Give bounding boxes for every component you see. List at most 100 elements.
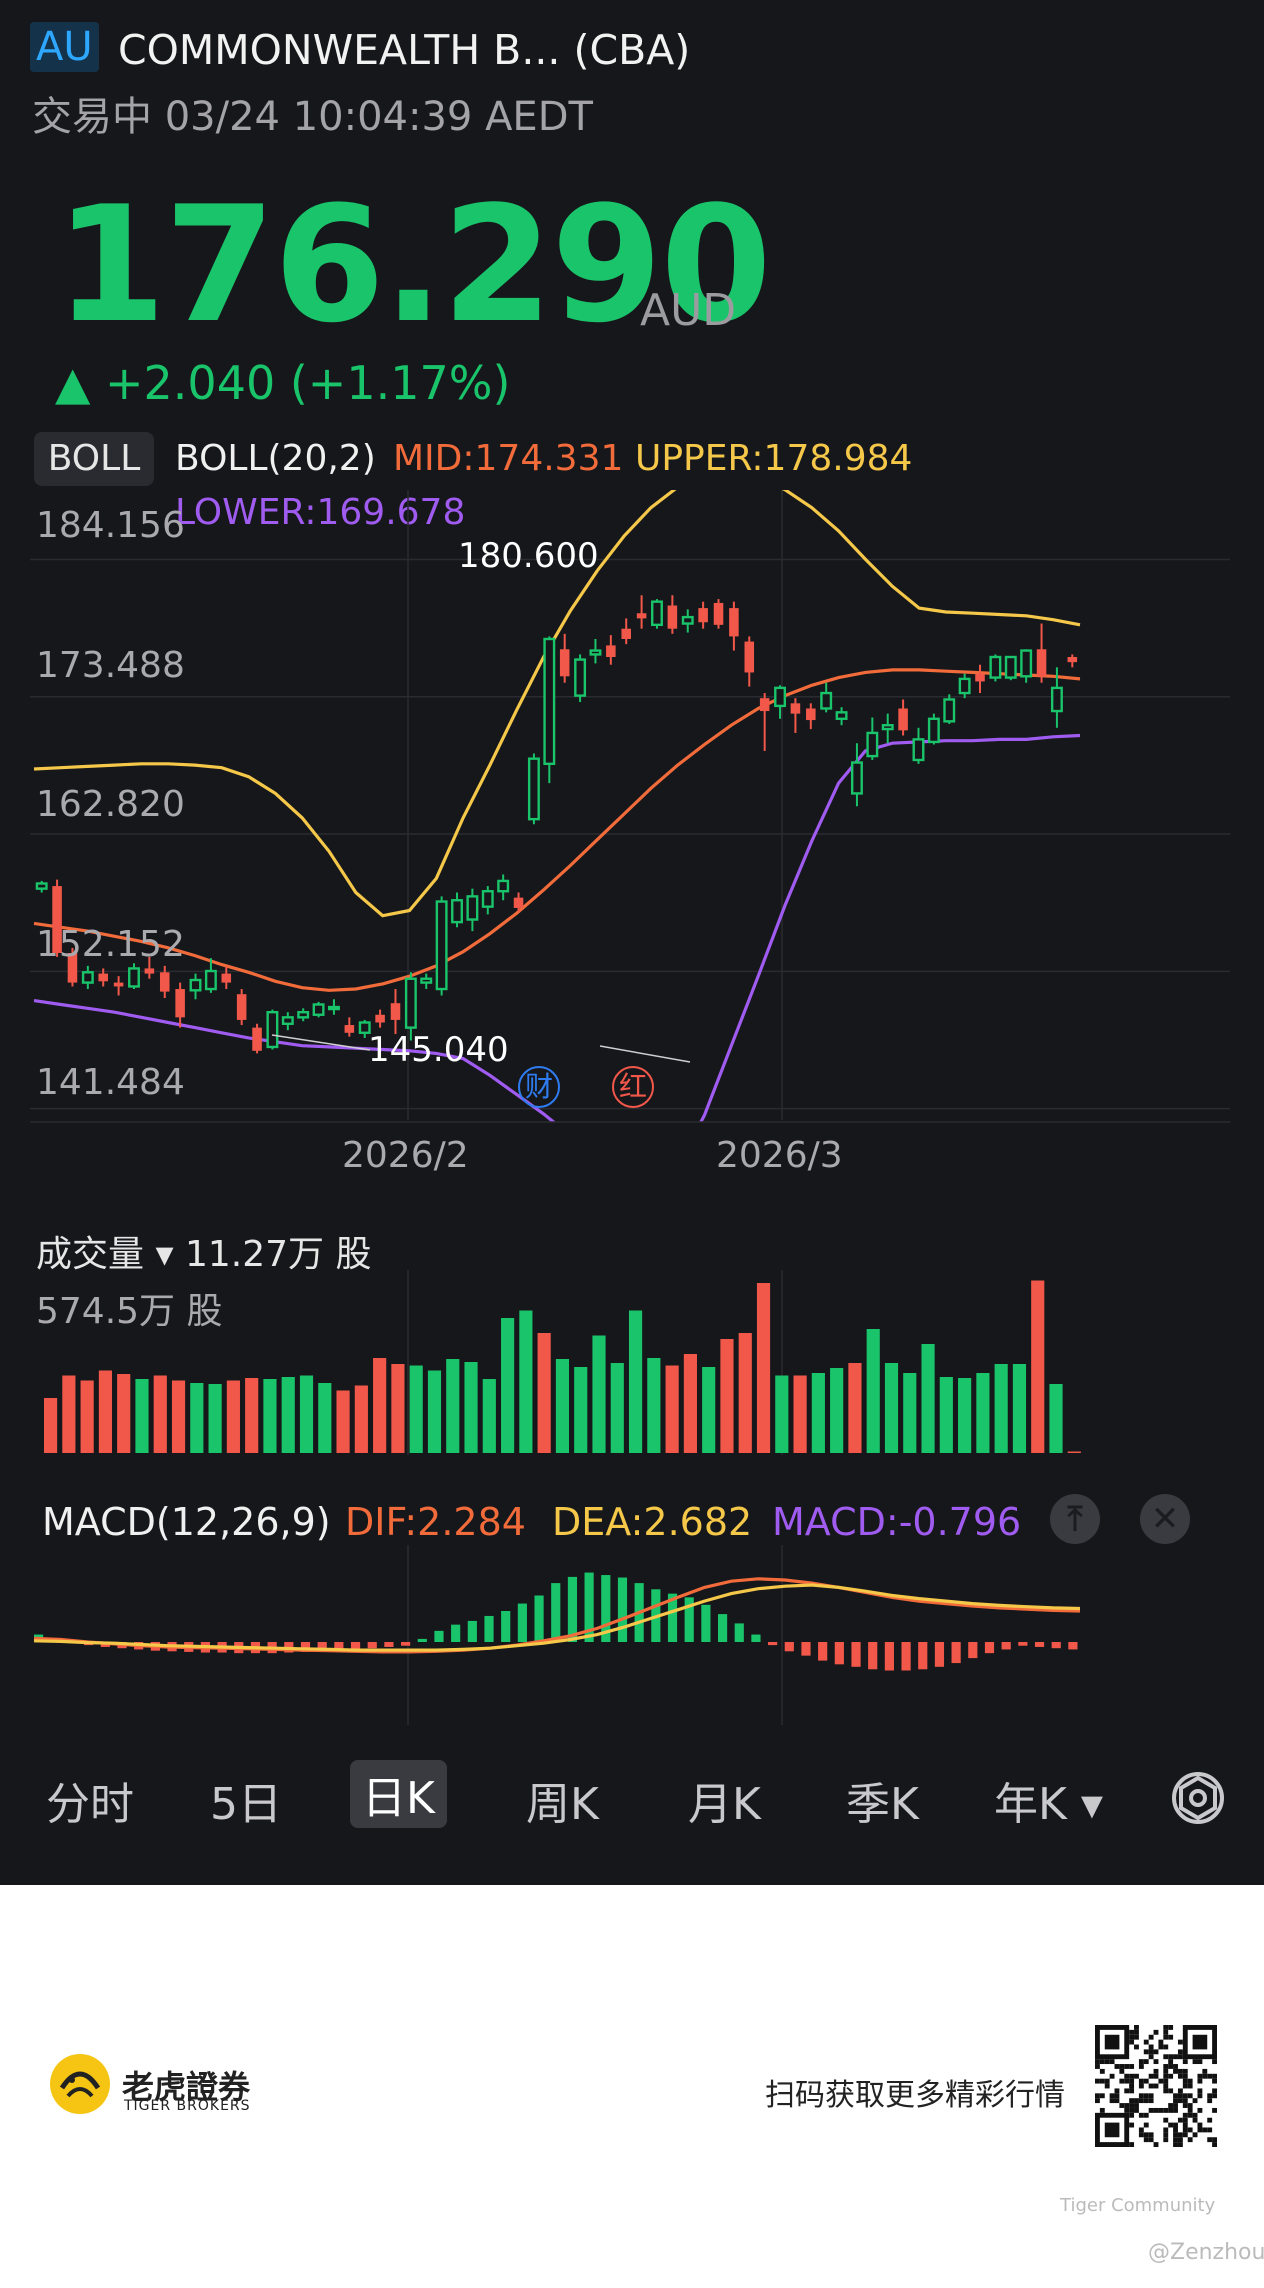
candle-body (790, 703, 801, 714)
close-indicator-icon[interactable]: ✕ (1140, 1494, 1190, 1544)
qr-module (1148, 2137, 1154, 2143)
qr-module (1212, 2142, 1217, 2147)
qr-module (1134, 2044, 1139, 2050)
qr-module (1173, 2137, 1178, 2143)
earnings-event-icon[interactable]: 财 (518, 1066, 560, 1108)
tab-5day[interactable]: 5日 (210, 1779, 282, 1830)
candle-body (52, 886, 62, 953)
qr-module (1168, 2064, 1174, 2069)
settings-icon[interactable] (1168, 1768, 1228, 1828)
tab-weekly-k[interactable]: 周K (526, 1779, 599, 1830)
qr-module (1138, 2098, 1144, 2104)
volume-chart (44, 1270, 1081, 1455)
qr-module (1153, 2142, 1159, 2147)
qr-module (1153, 2049, 1159, 2055)
qr-module (1197, 2107, 1203, 2113)
candle-body (898, 708, 908, 731)
qr-module (1109, 2093, 1115, 2099)
boll-lower-line (33, 733, 1081, 1180)
macd-histogram-bar (717, 1614, 728, 1642)
qr-module (1212, 2107, 1217, 2113)
qr-module (1163, 2132, 1169, 2138)
qr-module (1197, 2073, 1203, 2079)
qr-module (1095, 2098, 1100, 2104)
qr-module (1212, 2078, 1217, 2084)
candle-body (204, 969, 217, 991)
qr-module (1163, 2083, 1169, 2089)
stock-name[interactable]: COMMONWEALTH B... (CBA) (118, 26, 691, 74)
qr-module (1138, 2059, 1144, 2065)
tab-quarterly-k[interactable]: 季K (846, 1779, 919, 1830)
candle-body (252, 1027, 262, 1051)
volume-bar (775, 1375, 789, 1453)
boll-upper-value: UPPER:178.984 (635, 438, 913, 479)
qr-module (1197, 2127, 1203, 2133)
qr-module (1197, 2093, 1203, 2099)
qr-module (1207, 2093, 1213, 2099)
qr-module (1138, 2093, 1144, 2099)
qr-module (1129, 2078, 1135, 2084)
macd-histogram-bar (434, 1630, 444, 1642)
volume-bar (299, 1375, 314, 1453)
dividend-event-icon[interactable]: 红 (612, 1066, 654, 1108)
qr-module (1129, 2107, 1135, 2113)
boll-upper-line (33, 490, 1081, 918)
volume-bar (464, 1362, 478, 1453)
candle-body (527, 757, 540, 821)
qr-module (1187, 2078, 1193, 2084)
qr-module (1104, 2059, 1110, 2065)
brand-name-cn: 老虎證券 (122, 2068, 251, 2106)
volume-bar (537, 1333, 551, 1453)
macd-params: MACD(12,26,9) (42, 1500, 331, 1544)
trading-status: 交易中 03/24 10:04:39 AEDT (32, 94, 593, 140)
volume-bar (281, 1377, 295, 1453)
macd-histogram-bar (984, 1642, 995, 1654)
qr-module (1095, 2093, 1100, 2099)
volume-bar (592, 1335, 606, 1453)
boll-lower-value: LOWER:169.678 (175, 492, 466, 533)
macd-histogram-bar (801, 1642, 811, 1656)
tab-yearly-k[interactable]: 年K ▾ (994, 1779, 1103, 1830)
qr-code-icon[interactable] (1095, 2025, 1217, 2147)
volume-bar (263, 1379, 277, 1453)
candle-body (81, 971, 94, 984)
candle-body (975, 673, 985, 682)
qr-module (1124, 2088, 1130, 2094)
macd-histogram-bar (701, 1604, 711, 1642)
tiger-brokers-logo-icon (50, 2054, 110, 2114)
qr-module (1212, 2088, 1217, 2094)
qr-module (1197, 2088, 1203, 2094)
tab-monthly-k[interactable]: 月K (688, 1779, 761, 1830)
qr-module (1153, 2068, 1159, 2074)
qr-module (1168, 2122, 1174, 2128)
candle-body (175, 989, 185, 1018)
volume-bar (171, 1380, 186, 1453)
tab-daily-k[interactable]: 日K (350, 1760, 447, 1828)
qr-module (1177, 2093, 1183, 2099)
high-marker-label: 180.600 (458, 536, 599, 576)
qr-module (1124, 2107, 1130, 2113)
qr-module (1197, 2078, 1203, 2084)
candlestick-chart[interactable] (0, 490, 1264, 1180)
macd-histogram-bar (851, 1642, 861, 1667)
volume-header[interactable]: 成交量 ▾ 11.27万 股 (36, 1234, 372, 1275)
indicator-selector-button[interactable]: BOLL (34, 432, 154, 486)
qr-module (1212, 2059, 1217, 2065)
volume-bar (830, 1368, 844, 1453)
candle-body (835, 711, 848, 720)
qr-module (1153, 2059, 1159, 2065)
pin-indicator-icon[interactable]: ⤒ (1050, 1494, 1100, 1544)
qr-module (1192, 2098, 1198, 2104)
qr-module (1114, 2064, 1120, 2069)
qr-module (1192, 2059, 1198, 2065)
tab-intraday[interactable]: 分时 (46, 1779, 134, 1830)
qr-module (1187, 2127, 1193, 2133)
price-tick-1: 184.156 (36, 505, 185, 546)
qr-module (1129, 2034, 1135, 2040)
qr-module (1173, 2132, 1178, 2138)
qr-module (1177, 2039, 1183, 2045)
macd-dea-value: DEA:2.682 (552, 1500, 753, 1544)
macd-histogram-bar (384, 1642, 394, 1647)
qr-module (1168, 2054, 1174, 2060)
candle-body (881, 724, 894, 731)
